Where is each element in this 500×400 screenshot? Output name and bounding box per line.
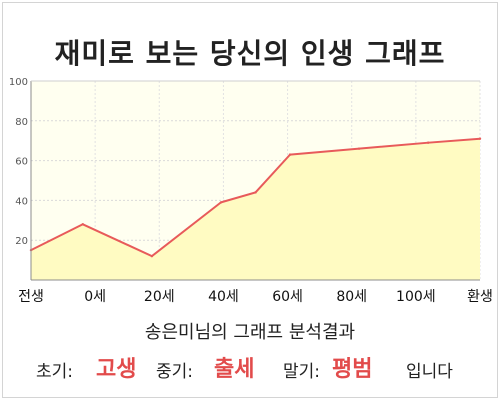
x-tick-label: 40세 — [208, 289, 239, 305]
x-tick-label: 0세 — [84, 289, 106, 305]
x-tick-label: 전생 — [18, 289, 44, 305]
middle-value: 출세 — [214, 357, 255, 382]
early-value: 고생 — [96, 357, 137, 382]
series-line-segment — [427, 137, 481, 144]
analysis-result: 초기: 고생 중기: 출세 말기: 평범 입니다 — [0, 347, 500, 383]
late-value: 평범 — [332, 357, 373, 382]
data-point — [254, 191, 257, 194]
early-label: 초기: — [36, 362, 74, 382]
data-point — [219, 201, 223, 204]
y-tick-label: 60 — [15, 157, 28, 168]
x-tick-label: 20세 — [144, 289, 175, 305]
y-tick-label: 40 — [15, 196, 28, 207]
y-tick-label: 100 — [9, 77, 28, 88]
ending-text: 입니다 — [406, 362, 453, 382]
x-tick-label: 60세 — [272, 289, 303, 305]
x-tick-label: 80세 — [336, 289, 367, 305]
series-line-segment — [30, 223, 84, 252]
data-point — [81, 223, 85, 226]
series-line-segment — [358, 141, 430, 150]
series-line-segment — [81, 223, 153, 258]
y-tick-label: 20 — [15, 236, 28, 247]
series-line-segment — [150, 201, 222, 258]
data-point — [426, 141, 430, 144]
y-tick-label: 80 — [15, 117, 28, 128]
series-line-segment — [219, 191, 257, 204]
series-line-segment — [289, 147, 361, 156]
page-title: 재미로 보는 당신의 인생 그래프 — [54, 37, 446, 70]
analysis-caption: 송은미님의 그래프 분석결과 — [144, 322, 356, 343]
area-fill — [31, 138, 480, 280]
middle-label: 중기: — [156, 362, 194, 382]
data-point — [288, 153, 292, 156]
late-label: 말기: — [283, 362, 321, 382]
data-point — [478, 137, 482, 140]
x-tick-label: 환생 — [467, 289, 493, 305]
data-point — [150, 254, 154, 258]
x-tick-label: 100세 — [396, 289, 436, 305]
series-line-segment — [254, 153, 292, 194]
data-point — [357, 147, 361, 150]
